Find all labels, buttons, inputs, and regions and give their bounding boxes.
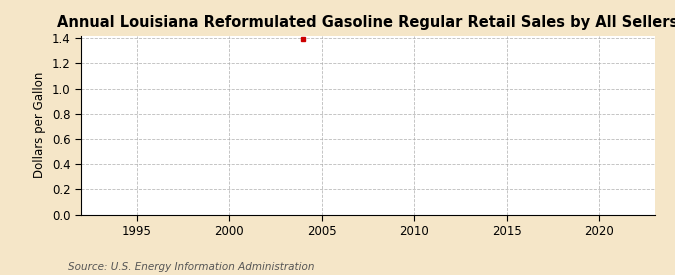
Title: Annual Louisiana Reformulated Gasoline Regular Retail Sales by All Sellers: Annual Louisiana Reformulated Gasoline R… xyxy=(57,15,675,31)
Text: Source: U.S. Energy Information Administration: Source: U.S. Energy Information Administ… xyxy=(68,262,314,272)
Y-axis label: Dollars per Gallon: Dollars per Gallon xyxy=(33,72,47,178)
